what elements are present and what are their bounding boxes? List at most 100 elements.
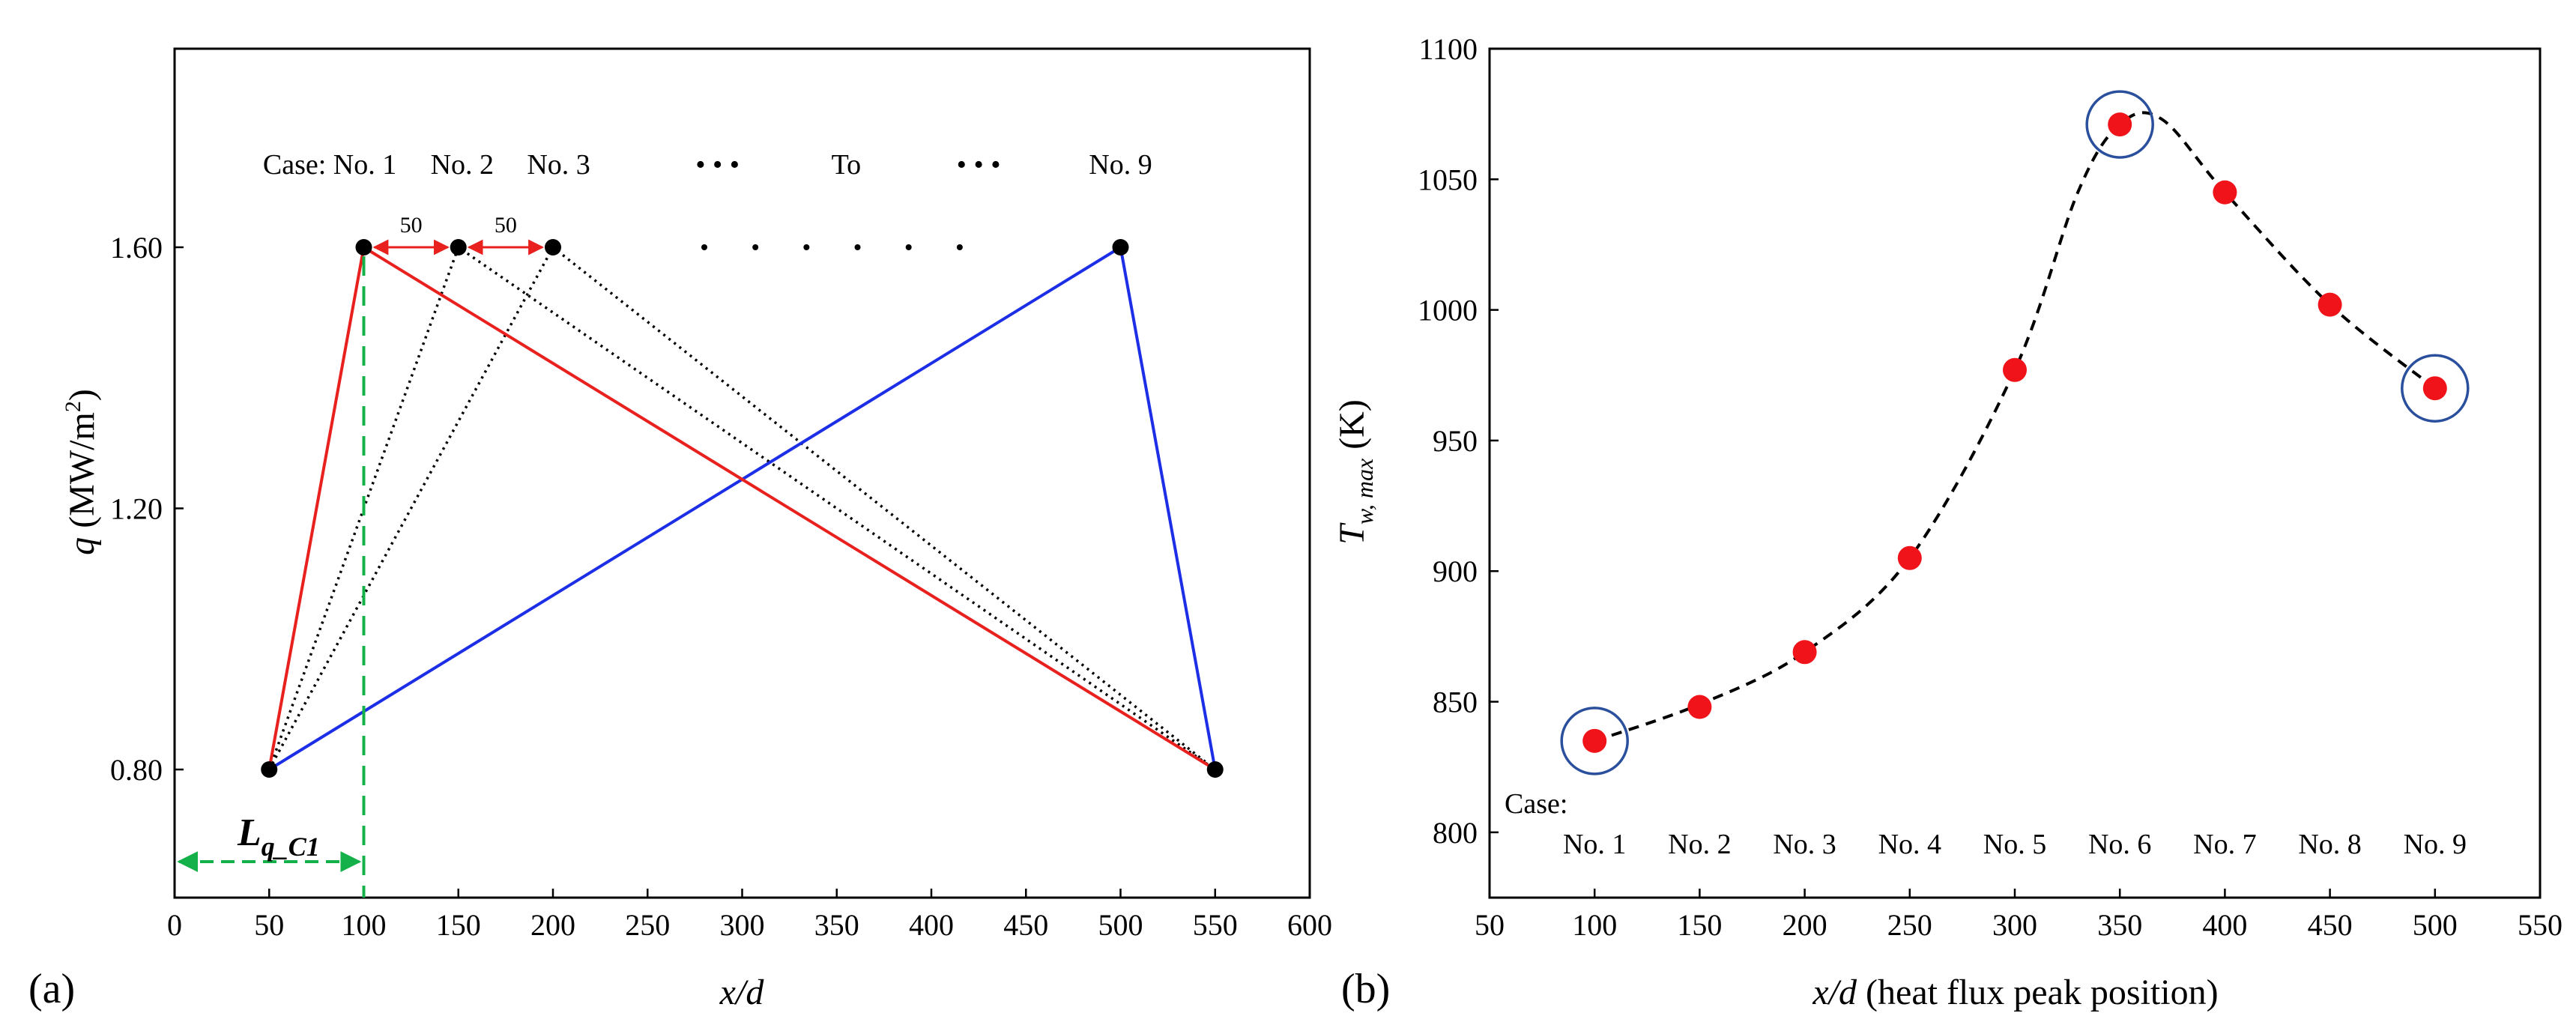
panel-a-x-axis-title: x/d bbox=[719, 973, 765, 1012]
panel-a-case-header: Case: No. 1 No. 2 No. 3 • • • To • • • No. 9 bbox=[263, 149, 1152, 250]
panel-b-y-tick-label: 1000 bbox=[1418, 294, 1478, 327]
panel-b-y-tick-labels: 800 850 900 950 1000 1050 1100 bbox=[1418, 32, 1478, 850]
panel-a-x-tick-label: 0 bbox=[167, 908, 182, 942]
panel-b-highlights bbox=[1560, 90, 2470, 776]
panel-b-x-tick-label: 400 bbox=[2202, 908, 2247, 942]
panel-b-case-label: No. 7 bbox=[2193, 829, 2256, 860]
panel-b-y-axis-title: Tw, max (K) bbox=[1332, 399, 1378, 545]
panel-b-x-tick-label: 250 bbox=[1887, 908, 1932, 942]
panel-b-label: (b) bbox=[1341, 966, 1390, 1012]
panel-b-case-label: No. 6 bbox=[2088, 829, 2151, 860]
panel-a-ticks bbox=[173, 246, 1311, 898]
panel-a-x-tick-label: 200 bbox=[530, 908, 575, 942]
panel-b-case-label: No. 4 bbox=[1878, 829, 1941, 860]
panel-a-ellipsis-dot bbox=[905, 244, 912, 250]
panel-b-case-labels: No. 1 No. 2 No. 3 No. 4 No. 5 No. 6 No. 7 No. 8… bbox=[1563, 829, 2467, 860]
panel-a-ellipsis-dot bbox=[752, 244, 759, 250]
panel-b-x-tick-label: 200 bbox=[1783, 908, 1827, 942]
panel-b-case-label: No. 1 bbox=[1563, 829, 1626, 860]
panel-a-case-header-label: No. 9 bbox=[1089, 149, 1152, 181]
panel-b-highlight-circle bbox=[2085, 90, 2154, 159]
panel-b-points bbox=[1582, 112, 2447, 753]
panel-a-spacing-label: 50 bbox=[495, 213, 517, 238]
panel-a-x-tick-label: 500 bbox=[1098, 908, 1143, 942]
panel-a-x-tick-label: 350 bbox=[814, 908, 859, 942]
panel-a-case-header-label: Case: No. 1 bbox=[263, 149, 396, 181]
panel-a-case-header-label: • • • bbox=[695, 149, 740, 181]
panel-a-ellipsis-dot bbox=[803, 244, 810, 250]
panel-b-case-label: No. 5 bbox=[1983, 829, 2046, 860]
panel-a-y-tick-label: 1.60 bbox=[110, 231, 163, 264]
panel-b-case-label: No. 2 bbox=[1668, 829, 1731, 860]
panel-a-x-tick-label: 600 bbox=[1287, 908, 1332, 942]
panel-b-y-tick-label: 800 bbox=[1433, 816, 1478, 850]
panel-b-data-point bbox=[2003, 357, 2027, 382]
panel-a-series bbox=[267, 244, 1217, 771]
panel-a-x-tick-label: 150 bbox=[436, 908, 481, 942]
panel-a-case-header-label: No. 3 bbox=[527, 149, 590, 181]
panel-b-x-tick-label: 100 bbox=[1572, 908, 1617, 942]
panel-a-data-point bbox=[1206, 761, 1224, 778]
panel-b-x-tick-label: 500 bbox=[2413, 908, 2458, 942]
panel-b: No. 1 No. 2 No. 3 No. 4 No. 5 No. 6 No. 7 No. 8… bbox=[1332, 32, 2563, 1012]
panel-a-length-label: Lq_C1 bbox=[237, 811, 320, 862]
panel-b-trend-line bbox=[1594, 111, 2437, 743]
panel-a-x-tick-label: 300 bbox=[720, 908, 765, 942]
panel-b-plot-frame bbox=[1488, 47, 2542, 899]
panel-b-data-point bbox=[2318, 292, 2342, 317]
panel-a-data-point bbox=[261, 761, 278, 778]
panel-a-x-tick-label: 50 bbox=[254, 908, 284, 942]
panel-b-case-label: No. 9 bbox=[2404, 829, 2467, 860]
panel-a-case-header-label: No. 2 bbox=[431, 149, 494, 181]
panel-b-case-label: No. 8 bbox=[2298, 829, 2361, 860]
panel-b-data-point bbox=[1582, 728, 1607, 753]
panel-a-x-tick-label: 250 bbox=[625, 908, 670, 942]
panel-a-y-tick-label: 1.20 bbox=[110, 492, 163, 526]
panel-b-y-tick-label: 950 bbox=[1433, 424, 1478, 458]
panel-a-label: (a) bbox=[28, 966, 75, 1012]
panel-a-y-tick-labels: 0.80 1.20 1.60 bbox=[110, 231, 163, 787]
panel-b-highlight-circle bbox=[2401, 354, 2470, 423]
panel-b-x-tick-label: 50 bbox=[1475, 908, 1505, 942]
panel-b-ticks bbox=[1488, 47, 2542, 898]
panel-a-y-tick-label: 0.80 bbox=[110, 753, 163, 787]
panel-b-data-point bbox=[1687, 695, 1712, 719]
panel-a-data-point bbox=[545, 239, 561, 256]
panel-a-series-line bbox=[267, 245, 1216, 771]
panel-b-case-prefix: Case: bbox=[1505, 788, 1567, 820]
panel-b-x-tick-label: 150 bbox=[1677, 908, 1722, 942]
panel-b-y-tick-label: 1100 bbox=[1418, 32, 1478, 66]
panel-b-case-label: No. 3 bbox=[1773, 829, 1836, 860]
panel-b-x-tick-label: 350 bbox=[2097, 908, 2142, 942]
panel-a-case-header-label: To bbox=[832, 149, 862, 181]
panel-b-y-tick-label: 1050 bbox=[1418, 163, 1478, 196]
panel-a-x-tick-label: 100 bbox=[342, 908, 387, 942]
panel-b-x-tick-label: 300 bbox=[1992, 908, 2037, 942]
panel-b-data-point bbox=[2422, 376, 2447, 401]
panel-a-ellipsis-dot bbox=[956, 244, 963, 250]
panel-a-x-tick-label: 450 bbox=[1003, 908, 1048, 942]
panel-b-trend bbox=[1594, 111, 2437, 743]
panel-b-x-tick-labels: 50 100 150 200 250 300 350 400 450 500 550 bbox=[1475, 908, 2563, 942]
panel-b-highlight-circle bbox=[1560, 707, 1629, 776]
panel-b-data-point bbox=[1792, 640, 1817, 665]
panel-b-data-point bbox=[1897, 545, 1922, 570]
panel-b-x-tick-label: 450 bbox=[2308, 908, 2353, 942]
panel-a-ellipsis-dot bbox=[854, 244, 861, 250]
panel-a-data-point bbox=[450, 239, 467, 256]
panel-a-case-header-label: • • • bbox=[957, 149, 1001, 181]
panel-a-annotations: 50 50 Lq_C1 bbox=[177, 213, 545, 898]
panel-a-x-tick-label: 550 bbox=[1193, 908, 1238, 942]
panel-b-x-axis-title: x/d (heat flux peak position) bbox=[1812, 973, 2218, 1012]
panel-b-data-point bbox=[2213, 180, 2237, 205]
panel-a-points bbox=[261, 239, 1224, 778]
panel-a-series-line bbox=[267, 245, 1216, 771]
panel-a-spacing-label: 50 bbox=[400, 213, 423, 238]
panel-a-data-point bbox=[355, 239, 372, 256]
panel-b-y-tick-label: 850 bbox=[1433, 686, 1478, 719]
panel-a-x-tick-labels: 0 50 100 150 200 250 300 350 400 450 500 550 600 bbox=[167, 908, 1332, 942]
panel-a-x-tick-label: 400 bbox=[909, 908, 954, 942]
panel-a-ellipsis-dot bbox=[701, 244, 707, 250]
panel-a: Case: No. 1 No. 2 No. 3 • • • To • • • No. 9 5… bbox=[28, 47, 1332, 1012]
